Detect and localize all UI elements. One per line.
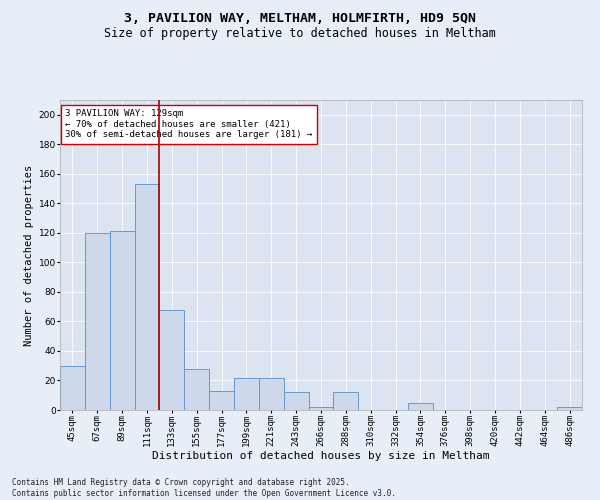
Bar bbox=[234, 378, 259, 410]
Bar bbox=[60, 366, 85, 410]
Bar bbox=[85, 233, 110, 410]
Y-axis label: Number of detached properties: Number of detached properties bbox=[25, 164, 34, 346]
Bar bbox=[110, 232, 134, 410]
Bar bbox=[557, 407, 582, 410]
Bar bbox=[134, 184, 160, 410]
Bar bbox=[334, 392, 358, 410]
Bar bbox=[160, 310, 184, 410]
X-axis label: Distribution of detached houses by size in Meltham: Distribution of detached houses by size … bbox=[152, 450, 490, 460]
Bar bbox=[284, 392, 308, 410]
Bar bbox=[184, 368, 209, 410]
Text: 3 PAVILION WAY: 129sqm
← 70% of detached houses are smaller (421)
30% of semi-de: 3 PAVILION WAY: 129sqm ← 70% of detached… bbox=[65, 110, 313, 139]
Bar bbox=[408, 402, 433, 410]
Text: Contains HM Land Registry data © Crown copyright and database right 2025.
Contai: Contains HM Land Registry data © Crown c… bbox=[12, 478, 396, 498]
Bar bbox=[259, 378, 284, 410]
Bar bbox=[209, 391, 234, 410]
Text: Size of property relative to detached houses in Meltham: Size of property relative to detached ho… bbox=[104, 28, 496, 40]
Bar bbox=[308, 407, 334, 410]
Text: 3, PAVILION WAY, MELTHAM, HOLMFIRTH, HD9 5QN: 3, PAVILION WAY, MELTHAM, HOLMFIRTH, HD9… bbox=[124, 12, 476, 26]
